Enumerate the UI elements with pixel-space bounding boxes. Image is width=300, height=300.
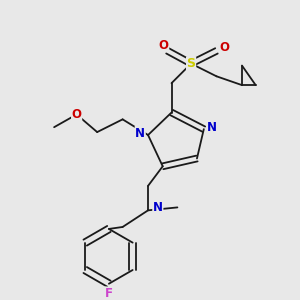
Text: S: S [187, 57, 196, 70]
Text: F: F [105, 287, 113, 300]
Text: O: O [159, 38, 169, 52]
Text: O: O [72, 108, 82, 121]
Text: N: N [153, 201, 163, 214]
Text: O: O [219, 41, 230, 54]
Text: N: N [207, 121, 217, 134]
Text: N: N [135, 127, 145, 140]
